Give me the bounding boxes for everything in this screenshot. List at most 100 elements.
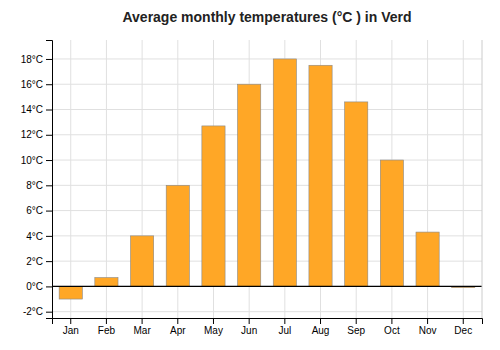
y-tick: 12°C — [21, 129, 52, 140]
y-tick-mark — [46, 312, 52, 313]
x-tick-mark — [356, 318, 357, 324]
y-tick-label: 0°C — [26, 281, 43, 292]
x-tick: Jun — [241, 318, 257, 336]
x-tick-label: May — [204, 325, 223, 336]
y-tick-mark — [46, 160, 52, 161]
title: Average monthly temperatures (°C ) in Ve… — [122, 9, 411, 25]
y-tick-mark — [46, 110, 52, 111]
bar — [95, 278, 118, 287]
x-tick: Jan — [63, 318, 79, 336]
x-tick-mark — [213, 318, 214, 324]
y-grid-line — [52, 134, 482, 135]
bar — [131, 236, 154, 287]
y-tick-mark — [46, 286, 52, 287]
y-tick-mark — [46, 135, 52, 136]
x-tick-label: Oct — [384, 325, 400, 336]
y-tick: -2°C — [23, 306, 52, 317]
y-tick: 2°C — [26, 256, 52, 267]
x-tick: Aug — [312, 318, 330, 336]
y-tick-mark — [46, 185, 52, 186]
x-tick: Mar — [133, 318, 151, 336]
bar — [59, 286, 82, 299]
x-tick-label: Jul — [278, 325, 291, 336]
x-tick: Dec — [454, 318, 472, 336]
x-tick-label: Aug — [312, 325, 330, 336]
x-tick-label: Dec — [454, 325, 472, 336]
x-tick: May — [204, 318, 223, 336]
x-tick: Feb — [98, 318, 116, 336]
y-tick: 8°C — [26, 180, 52, 191]
x-tick: Nov — [419, 318, 437, 336]
x-tick-mark — [70, 318, 71, 324]
y-tick: 16°C — [21, 79, 52, 90]
bar — [238, 84, 261, 286]
bar — [166, 185, 189, 286]
y-tick: 18°C — [21, 54, 52, 65]
x-tick-label: Feb — [98, 325, 116, 336]
y-grid-line — [52, 84, 482, 85]
y-tick-mark — [46, 59, 52, 60]
y-tick-mark — [46, 84, 52, 85]
y-tick-mark — [46, 211, 52, 212]
frame-line — [482, 40, 483, 318]
y-tick: 10°C — [21, 155, 52, 166]
x-tick-label: Mar — [133, 325, 151, 336]
x-tick-mark — [463, 318, 464, 324]
bar — [345, 102, 368, 286]
y-tick-label: 16°C — [21, 79, 43, 90]
y-tick: 14°C — [21, 104, 52, 115]
y-tick-label: 12°C — [21, 129, 43, 140]
x-tick: Jul — [278, 318, 291, 336]
y-tick-label: 14°C — [21, 104, 43, 115]
y-tick-label: 18°C — [21, 54, 43, 65]
y-tick: 4°C — [26, 231, 52, 242]
y-grid-line — [52, 109, 482, 110]
chart: -2°C 0°C 2°C 4°C 6°C 8°C 10°C 12°C 14°C 16°C 18°C J… — [0, 0, 500, 350]
y-grid-line — [52, 311, 482, 312]
x-axis-line — [53, 319, 483, 325]
zero-line — [52, 286, 482, 287]
y-tick: 0°C — [26, 281, 52, 292]
x-tick-label: Jan — [63, 325, 79, 336]
plot-area — [52, 59, 482, 299]
x-tick-label: Jun — [241, 325, 257, 336]
bar — [202, 126, 225, 286]
y-tick: 6°C — [26, 205, 52, 216]
y-tick-label: -2°C — [23, 306, 43, 317]
x-tick-label: Apr — [170, 325, 186, 336]
y-tick-label: 2°C — [26, 256, 43, 267]
x-tick-mark — [249, 318, 250, 324]
y-grid-line — [52, 210, 482, 211]
y-grid-line — [52, 286, 482, 287]
x-tick-label: Sep — [347, 325, 365, 336]
grid — [52, 40, 482, 318]
x-tick-mark — [142, 318, 143, 324]
x-tick: Apr — [170, 318, 186, 336]
x-tick-mark — [177, 318, 178, 324]
y-tick-label: 4°C — [26, 231, 43, 242]
x-tick-mark — [320, 318, 321, 324]
bar — [309, 65, 332, 286]
x-tick: Sep — [347, 318, 365, 336]
x-axis: Jan Feb Mar Apr May Jun Jul Aug Sep Oct Nov Dec — [53, 318, 483, 336]
bar — [416, 232, 439, 286]
y-tick-mark — [46, 236, 52, 237]
y-grid-line — [52, 185, 482, 186]
x-tick-label: Nov — [419, 325, 437, 336]
y-tick-label: 6°C — [26, 205, 43, 216]
x-tick-mark — [106, 318, 107, 324]
x-tick: Oct — [384, 318, 400, 336]
y-tick-mark — [46, 261, 52, 262]
y-tick-label: 8°C — [26, 180, 43, 191]
bar — [273, 59, 296, 286]
x-tick-mark — [427, 318, 428, 324]
x-tick-mark — [391, 318, 392, 324]
y-grid-line — [52, 160, 482, 161]
bar — [380, 160, 403, 286]
y-axis-line — [46, 41, 53, 319]
y-grid-line — [52, 58, 482, 59]
x-grid-line — [106, 40, 107, 318]
y-tick-label: 10°C — [21, 155, 43, 166]
x-grid-line — [70, 40, 71, 318]
x-grid-line — [463, 40, 464, 318]
